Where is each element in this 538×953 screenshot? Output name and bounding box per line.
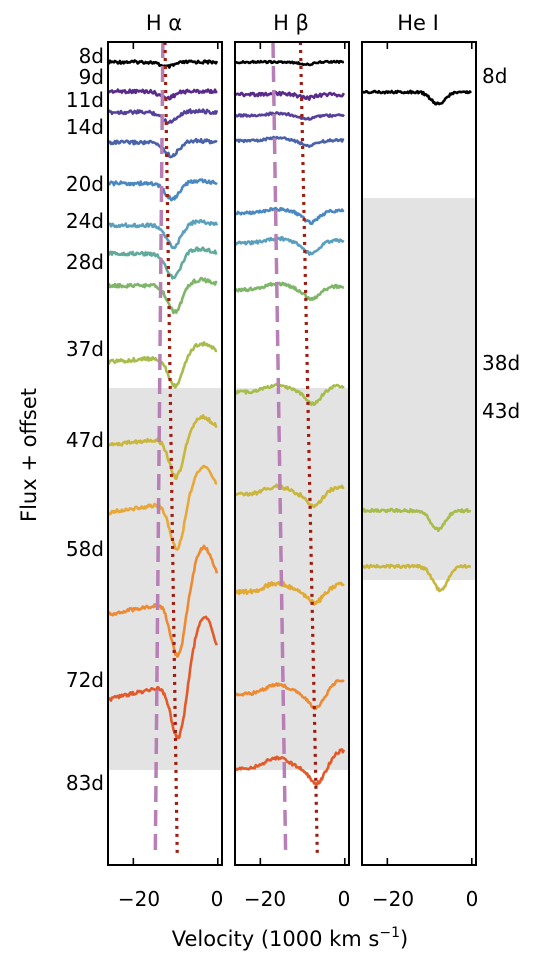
spectrum-line-halpha-83d [106,544,219,658]
he-epoch-label-8d: 8d [482,64,507,88]
dashed-velocity-marker-halpha [153,41,165,856]
epoch-label-37d: 37d [66,337,104,361]
epoch-label-58d: 58d [66,537,104,561]
spectrum-line-hbeta-9d [234,90,346,101]
epoch-label-8d: 8d [79,44,104,68]
spectrum-line-hbeta-58d [234,580,345,606]
epoch-label-72d: 72d [66,668,104,692]
shade-band-hei [362,198,476,580]
spectrum-line-halpha-47d [106,341,218,389]
spectrum-line-hei-38d [361,507,472,533]
x-tick-label-hei-minus20: −20 [372,887,414,911]
panel-title-hei: He I [397,11,439,35]
epoch-label-9d: 9d [79,65,104,89]
panel-frame-halpha [107,41,223,866]
y-axis-label: Flux + offset [17,388,41,522]
axis-ticks [132,42,473,865]
epoch-label-20d: 20d [66,172,104,196]
spectrum-line-hbeta-11d [234,111,345,121]
spectrum-line-hbeta-20d [234,206,345,226]
shade-band-hbeta [235,388,349,770]
panel-title-halpha: H α [146,11,182,35]
spectrum-line-hbeta-83d [234,748,346,787]
epoch-label-11d: 11d [66,88,104,112]
spectrum-line-hbeta-14d [234,135,345,148]
epoch-label-24d: 24d [66,209,104,233]
x-tick-label-halpha-minus20: −20 [118,887,160,911]
spectrum-lines [106,59,472,787]
spectrum-line-hei-8d [361,89,472,106]
he-epoch-label-38d: 38d [482,351,520,375]
spectrum-line-hbeta-24d [233,235,345,256]
spectrum-line-halpha-24d [107,219,219,250]
epoch-label-14d: 14d [66,115,104,139]
spectrum-line-halpha-37d [107,276,218,315]
spectrum-line-hbeta-28d [234,281,345,302]
spectrum-line-halpha-83d-late [107,615,219,740]
dashed-velocity-marker-hbeta [271,41,288,856]
he-epoch-label-43d: 43d [482,399,520,423]
epoch-label-47d: 47d [66,428,104,452]
spectrum-line-hbeta-72d [234,679,345,711]
spectrum-line-hbeta-37d [234,382,345,407]
panel-frames [107,41,477,866]
shaded-regions [108,198,476,770]
panel-frame-hei [361,41,477,866]
spectrum-line-halpha-58d [106,414,218,481]
velocity-markers [153,41,319,856]
spectrum-line-hei-43d [360,563,472,593]
spectrum-line-hbeta-8d [234,59,345,67]
spectrum-line-hbeta-47d [234,483,345,509]
x-tick-label-halpha-0: 0 [211,887,224,911]
x-tick-label-hbeta-0: 0 [338,887,351,911]
epoch-label-28d: 28d [66,250,104,274]
epoch-label-83d: 83d [66,771,104,795]
x-tick-label-hei-0: 0 [466,887,479,911]
panel-title-hbeta: H β [273,11,309,35]
spectrum-line-halpha-72d [107,464,218,551]
panel-frame-hbeta [234,41,350,866]
text-labels: H α H β He I Flux + offset Velocity (100… [17,11,520,951]
x-axis-label: Velocity (1000 km s−1) [172,925,408,951]
shade-band-halpha [108,388,222,770]
x-tick-label-hbeta-minus20: −20 [244,887,286,911]
